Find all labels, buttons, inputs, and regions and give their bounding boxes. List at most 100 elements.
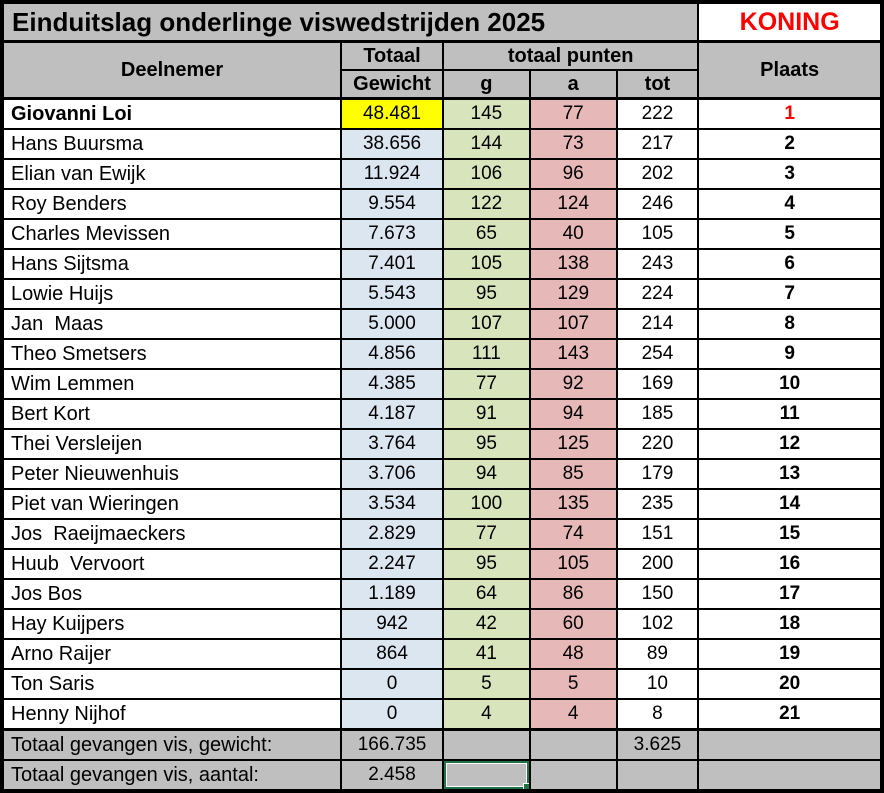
plaats-cell[interactable]: 19 <box>697 638 883 670</box>
plaats-cell[interactable]: 16 <box>697 548 883 580</box>
plaats-cell[interactable]: 5 <box>697 218 883 250</box>
deelnemer-cell[interactable]: Roy Benders <box>0 188 343 220</box>
total-count-value[interactable]: 2.458 <box>340 759 444 792</box>
deelnemer-cell[interactable]: Charles Mevissen <box>0 218 343 250</box>
total-weight-label[interactable]: Totaal gevangen vis, gewicht: <box>0 728 343 761</box>
g-points-cell[interactable]: 94 <box>442 458 531 490</box>
gewicht-cell[interactable]: 3.534 <box>340 488 444 520</box>
header-totaal[interactable]: Totaal <box>340 40 444 71</box>
tot-points-cell[interactable]: 246 <box>615 188 700 220</box>
empty-cell[interactable] <box>697 728 883 761</box>
gewicht-cell[interactable]: 3.706 <box>340 458 444 490</box>
header-a[interactable]: a <box>528 69 618 100</box>
g-points-cell[interactable]: 64 <box>442 578 531 610</box>
plaats-cell[interactable]: 1 <box>697 97 883 130</box>
empty-cell[interactable] <box>615 759 700 792</box>
gewicht-cell[interactable]: 4.187 <box>340 398 444 430</box>
tot-points-cell[interactable]: 200 <box>615 548 700 580</box>
a-points-cell[interactable]: 86 <box>528 578 618 610</box>
tot-points-cell[interactable]: 254 <box>615 338 700 370</box>
g-points-cell[interactable]: 95 <box>442 548 531 580</box>
gewicht-cell[interactable]: 9.554 <box>340 188 444 220</box>
g-points-cell[interactable]: 42 <box>442 608 531 640</box>
g-points-cell[interactable]: 77 <box>442 518 531 550</box>
gewicht-cell[interactable]: 7.673 <box>340 218 444 250</box>
header-g[interactable]: g <box>442 69 531 100</box>
g-points-cell[interactable]: 77 <box>442 368 531 400</box>
g-points-cell[interactable]: 145 <box>442 97 531 130</box>
header-gewicht[interactable]: Gewicht <box>340 69 444 100</box>
tot-points-cell[interactable]: 150 <box>615 578 700 610</box>
empty-cell[interactable] <box>528 728 618 761</box>
tot-points-cell[interactable]: 102 <box>615 608 700 640</box>
total-weight-value[interactable]: 166.735 <box>340 728 444 761</box>
deelnemer-cell[interactable]: Hans Sijtsma <box>0 248 343 280</box>
a-points-cell[interactable]: 94 <box>528 398 618 430</box>
plaats-cell[interactable]: 15 <box>697 518 883 550</box>
deelnemer-cell[interactable]: Hans Buursma <box>0 128 343 160</box>
a-points-cell[interactable]: 143 <box>528 338 618 370</box>
a-points-cell[interactable]: 125 <box>528 428 618 460</box>
deelnemer-cell[interactable]: Peter Nieuwenhuis <box>0 458 343 490</box>
plaats-cell[interactable]: 4 <box>697 188 883 220</box>
plaats-cell[interactable]: 18 <box>697 608 883 640</box>
gewicht-cell[interactable]: 4.385 <box>340 368 444 400</box>
g-points-cell[interactable]: 144 <box>442 128 531 160</box>
gewicht-cell[interactable]: 942 <box>340 608 444 640</box>
empty-cell[interactable] <box>442 728 531 761</box>
gewicht-cell[interactable]: 11.924 <box>340 158 444 190</box>
plaats-cell[interactable]: 11 <box>697 398 883 430</box>
a-points-cell[interactable]: 135 <box>528 488 618 520</box>
a-points-cell[interactable]: 138 <box>528 248 618 280</box>
gewicht-cell[interactable]: 7.401 <box>340 248 444 280</box>
g-points-cell[interactable]: 122 <box>442 188 531 220</box>
g-points-cell[interactable]: 41 <box>442 638 531 670</box>
g-points-cell[interactable]: 65 <box>442 218 531 250</box>
deelnemer-cell[interactable]: Thei Versleijen <box>0 428 343 460</box>
a-points-cell[interactable]: 77 <box>528 97 618 130</box>
tot-points-cell[interactable]: 235 <box>615 488 700 520</box>
empty-cell[interactable] <box>697 759 883 792</box>
a-points-cell[interactable]: 96 <box>528 158 618 190</box>
a-points-cell[interactable]: 73 <box>528 128 618 160</box>
tot-points-cell[interactable]: 220 <box>615 428 700 460</box>
total-points-value[interactable]: 3.625 <box>615 728 700 761</box>
g-points-cell[interactable]: 95 <box>442 278 531 310</box>
plaats-cell[interactable]: 10 <box>697 368 883 400</box>
plaats-cell[interactable]: 20 <box>697 668 883 700</box>
gewicht-cell[interactable]: 2.829 <box>340 518 444 550</box>
plaats-cell[interactable]: 3 <box>697 158 883 190</box>
deelnemer-cell[interactable]: Wim Lemmen <box>0 368 343 400</box>
g-points-cell[interactable]: 106 <box>442 158 531 190</box>
deelnemer-cell[interactable]: Hay Kuijpers <box>0 608 343 640</box>
gewicht-cell[interactable]: 3.764 <box>340 428 444 460</box>
deelnemer-cell[interactable]: Jos Bos <box>0 578 343 610</box>
gewicht-cell[interactable]: 864 <box>340 638 444 670</box>
gewicht-cell[interactable]: 2.247 <box>340 548 444 580</box>
gewicht-cell[interactable]: 0 <box>340 668 444 700</box>
a-points-cell[interactable]: 48 <box>528 638 618 670</box>
a-points-cell[interactable]: 40 <box>528 218 618 250</box>
empty-cell[interactable] <box>528 759 618 792</box>
deelnemer-cell[interactable]: Giovanni Loi <box>0 97 343 130</box>
tot-points-cell[interactable]: 202 <box>615 158 700 190</box>
g-points-cell[interactable]: 91 <box>442 398 531 430</box>
tot-points-cell[interactable]: 169 <box>615 368 700 400</box>
total-count-label[interactable]: Totaal gevangen vis, aantal: <box>0 759 343 792</box>
g-points-cell[interactable]: 107 <box>442 308 531 340</box>
plaats-cell[interactable]: 17 <box>697 578 883 610</box>
g-points-cell[interactable]: 100 <box>442 488 531 520</box>
deelnemer-cell[interactable]: Huub Vervoort <box>0 548 343 580</box>
plaats-cell[interactable]: 13 <box>697 458 883 490</box>
g-points-cell[interactable]: 95 <box>442 428 531 460</box>
deelnemer-cell[interactable]: Piet van Wieringen <box>0 488 343 520</box>
tot-points-cell[interactable]: 222 <box>615 97 700 130</box>
tot-points-cell[interactable]: 224 <box>615 278 700 310</box>
tot-points-cell[interactable]: 217 <box>615 128 700 160</box>
a-points-cell[interactable]: 92 <box>528 368 618 400</box>
plaats-cell[interactable]: 7 <box>697 278 883 310</box>
deelnemer-cell[interactable]: Jos Raeijmaeckers <box>0 518 343 550</box>
g-points-cell[interactable]: 4 <box>442 698 531 731</box>
gewicht-cell[interactable]: 5.000 <box>340 308 444 340</box>
tot-points-cell[interactable]: 243 <box>615 248 700 280</box>
